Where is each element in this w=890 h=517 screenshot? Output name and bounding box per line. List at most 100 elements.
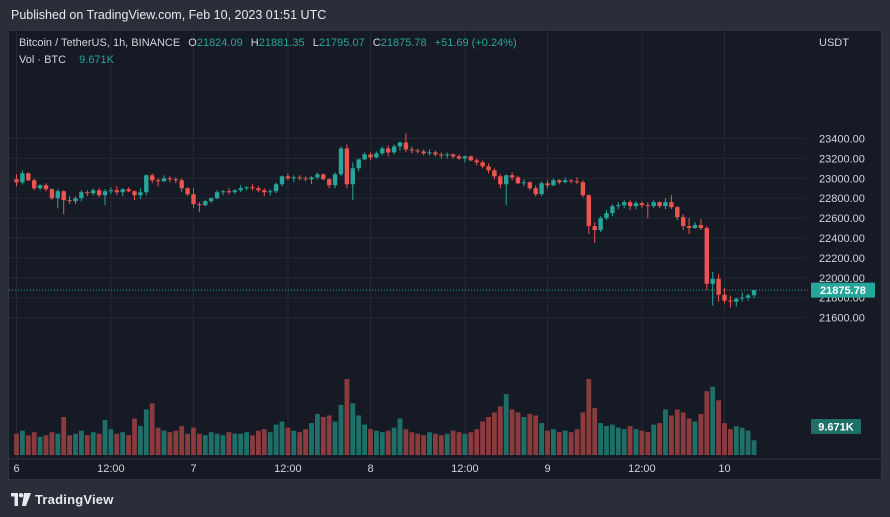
volume-bar bbox=[67, 435, 72, 455]
candle bbox=[37, 184, 43, 191]
volume-label[interactable]: Vol · BTC bbox=[19, 54, 67, 66]
volume-bar bbox=[751, 440, 757, 455]
volume-bar bbox=[350, 403, 356, 455]
candle-body bbox=[291, 177, 296, 179]
candle bbox=[498, 174, 503, 189]
volume-bar bbox=[285, 427, 291, 455]
candle bbox=[427, 149, 432, 156]
last-volume-badge: 9.671K bbox=[811, 419, 861, 434]
volume-bar bbox=[580, 412, 586, 455]
candle-body bbox=[138, 192, 143, 196]
candle bbox=[433, 150, 438, 157]
candle-body bbox=[214, 192, 220, 199]
candle-body bbox=[303, 178, 308, 180]
x-tick-label: 10 bbox=[718, 463, 730, 475]
volume-bar bbox=[397, 418, 403, 455]
candle-body bbox=[692, 225, 698, 229]
chart-panel[interactable]: 21600.00 21800.00 22000.00 22200.00 22400.00… bbox=[8, 30, 882, 480]
candle-body bbox=[409, 149, 414, 151]
candle-body bbox=[203, 201, 208, 206]
candle bbox=[244, 186, 249, 191]
volume-bar bbox=[368, 429, 373, 455]
candle bbox=[598, 216, 603, 233]
volume-bar bbox=[238, 433, 244, 455]
volume-bar bbox=[669, 415, 674, 455]
candle bbox=[568, 179, 574, 184]
candle-body bbox=[185, 188, 190, 195]
published-header: Published on TradingView.com, Feb 10, 20… bbox=[0, 0, 890, 30]
candle-body bbox=[285, 176, 291, 179]
candle-body bbox=[610, 206, 615, 214]
candle bbox=[327, 178, 332, 189]
candle bbox=[26, 172, 31, 182]
candle bbox=[209, 197, 214, 204]
volume-bar bbox=[25, 435, 31, 455]
volume-bar bbox=[468, 432, 474, 455]
volume-bar bbox=[31, 432, 37, 455]
x-tick-label: 12:00 bbox=[97, 463, 125, 475]
candle bbox=[551, 178, 556, 187]
candlestick-chart[interactable]: 21600.0021800.0022000.0022200.0022400.00… bbox=[9, 31, 882, 480]
candle bbox=[627, 200, 633, 211]
volume-bar bbox=[515, 412, 521, 455]
candle bbox=[740, 292, 745, 302]
candle-body bbox=[232, 190, 237, 193]
volume-bar bbox=[739, 427, 745, 455]
candle bbox=[191, 188, 196, 209]
symbol-title[interactable]: Bitcoin / TetherUS, 1h, BINANCE bbox=[19, 37, 181, 49]
candle-body bbox=[108, 190, 114, 192]
candle-body bbox=[49, 189, 55, 199]
candle bbox=[716, 273, 721, 302]
volume-bar bbox=[710, 386, 716, 455]
candle bbox=[563, 177, 568, 184]
candle bbox=[155, 178, 161, 187]
candle bbox=[108, 187, 114, 195]
candle bbox=[203, 200, 208, 207]
candle bbox=[374, 151, 379, 159]
volume-bar bbox=[497, 406, 503, 455]
candle-body bbox=[344, 148, 350, 185]
y-tick-label: 22200.00 bbox=[819, 253, 865, 265]
candle bbox=[273, 182, 279, 194]
volume-bar bbox=[462, 433, 468, 455]
candle-body bbox=[55, 191, 60, 199]
volume-bar bbox=[220, 435, 226, 455]
volume-bar bbox=[73, 433, 78, 455]
candle-body bbox=[439, 154, 444, 156]
candle-body bbox=[468, 156, 473, 161]
candle bbox=[397, 141, 403, 151]
candle-body bbox=[309, 177, 314, 180]
candle-body bbox=[191, 194, 196, 205]
y-tick-label: 22400.00 bbox=[819, 233, 865, 245]
candle bbox=[238, 185, 243, 193]
candle-body bbox=[710, 278, 715, 284]
candle bbox=[161, 175, 167, 183]
volume-bar bbox=[261, 429, 267, 455]
candle bbox=[557, 179, 562, 185]
candle bbox=[462, 155, 468, 163]
volume-layer bbox=[14, 379, 757, 455]
candle bbox=[279, 175, 285, 187]
candle-body bbox=[179, 180, 184, 189]
candle bbox=[256, 186, 261, 193]
candle-body bbox=[144, 175, 149, 193]
volume-bar bbox=[562, 430, 568, 455]
volume-bar bbox=[43, 435, 49, 455]
volume-bar bbox=[114, 433, 120, 455]
candle-body bbox=[262, 190, 267, 193]
candle bbox=[539, 181, 544, 197]
volume-bar bbox=[674, 409, 680, 455]
candle bbox=[144, 174, 149, 196]
last-price-badge: 21875.78 bbox=[811, 282, 875, 298]
volume-bar bbox=[621, 429, 627, 455]
candle-body bbox=[745, 295, 751, 298]
candle-body bbox=[492, 170, 497, 177]
candle-body bbox=[43, 185, 49, 190]
candle-body bbox=[474, 160, 479, 163]
volume-bar bbox=[37, 436, 43, 455]
candle bbox=[745, 293, 751, 301]
x-tick-label: 8 bbox=[367, 463, 373, 475]
tradingview-logo[interactable]: TradingView bbox=[11, 492, 114, 507]
volume-bar bbox=[556, 432, 562, 455]
high-value: 21881.35 bbox=[258, 37, 305, 49]
